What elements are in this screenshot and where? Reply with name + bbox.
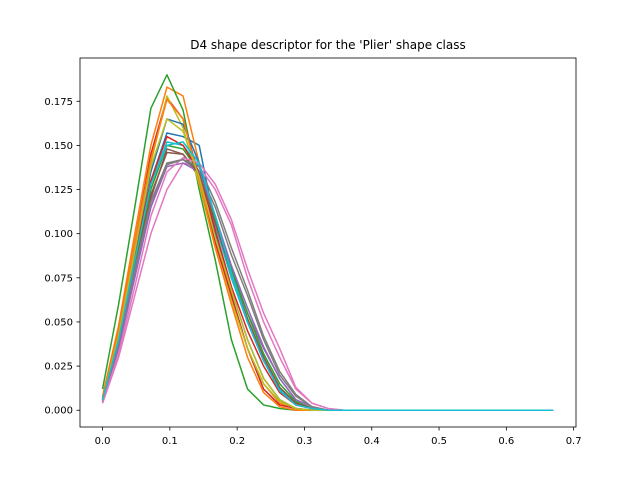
y-tick-label: 0.000	[44, 406, 73, 417]
y-tick-label: 0.150	[44, 141, 73, 152]
y-tick-label: 0.050	[44, 317, 73, 328]
x-tick-label: 0.6	[498, 436, 514, 447]
y-tick-label: 0.175	[44, 97, 73, 108]
chart-title: D4 shape descriptor for the 'Plier' shap…	[190, 38, 466, 52]
x-tick-label: 0.1	[162, 436, 178, 447]
x-tick-label: 0.2	[229, 436, 245, 447]
y-tick-label: 0.125	[44, 185, 73, 196]
x-tick-label: 0.7	[566, 436, 582, 447]
x-tick-label: 0.4	[364, 436, 380, 447]
x-tick-label: 0.0	[95, 436, 111, 447]
x-tick-label: 0.5	[431, 436, 447, 447]
x-tick-label: 0.3	[296, 436, 312, 447]
y-tick-label: 0.100	[44, 229, 73, 240]
y-tick-label: 0.075	[44, 273, 73, 284]
y-tick-label: 0.025	[44, 362, 73, 373]
